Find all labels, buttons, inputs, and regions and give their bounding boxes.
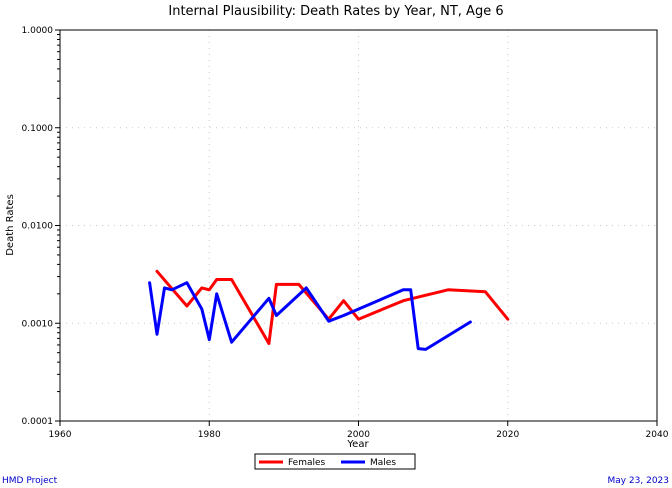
y-tick-label: 1.0000 (22, 26, 54, 36)
legend-label-females: Females (288, 458, 326, 468)
y-axis-label: Death Rates (5, 194, 16, 256)
y-axis-ticks: 0.0001 0.0010 0.0100 0.1000 1.0000 (22, 26, 60, 427)
footer-right: May 23, 2023 (607, 476, 669, 486)
plot-area (59, 29, 658, 422)
series-line-males (148, 281, 472, 351)
x-axis-ticks: 1960 1980 2000 2020 2040 (49, 421, 669, 440)
x-tick-label: 2000 (347, 430, 370, 440)
y-tick-label: 0.0001 (22, 417, 54, 427)
y-tick-label: 0.1000 (22, 124, 54, 134)
x-tick-label: 2040 (646, 430, 669, 440)
x-tick-label: 1980 (198, 430, 221, 440)
series-layer (148, 269, 510, 351)
grid (60, 30, 657, 421)
footer-left: HMD Project (2, 476, 58, 486)
x-axis-label: Year (346, 439, 369, 450)
legend-label-males: Males (370, 458, 396, 468)
legend-box (254, 453, 416, 470)
x-tick-label: 1960 (49, 430, 72, 440)
y-tick-label: 0.0010 (22, 319, 54, 329)
series-line-females (155, 269, 510, 345)
chart-title: Internal Plausibility: Death Rates by Ye… (168, 4, 503, 19)
legend: Females Males (254, 453, 416, 470)
x-tick-label: 2020 (496, 430, 519, 440)
y-tick-label: 0.0100 (22, 222, 54, 232)
